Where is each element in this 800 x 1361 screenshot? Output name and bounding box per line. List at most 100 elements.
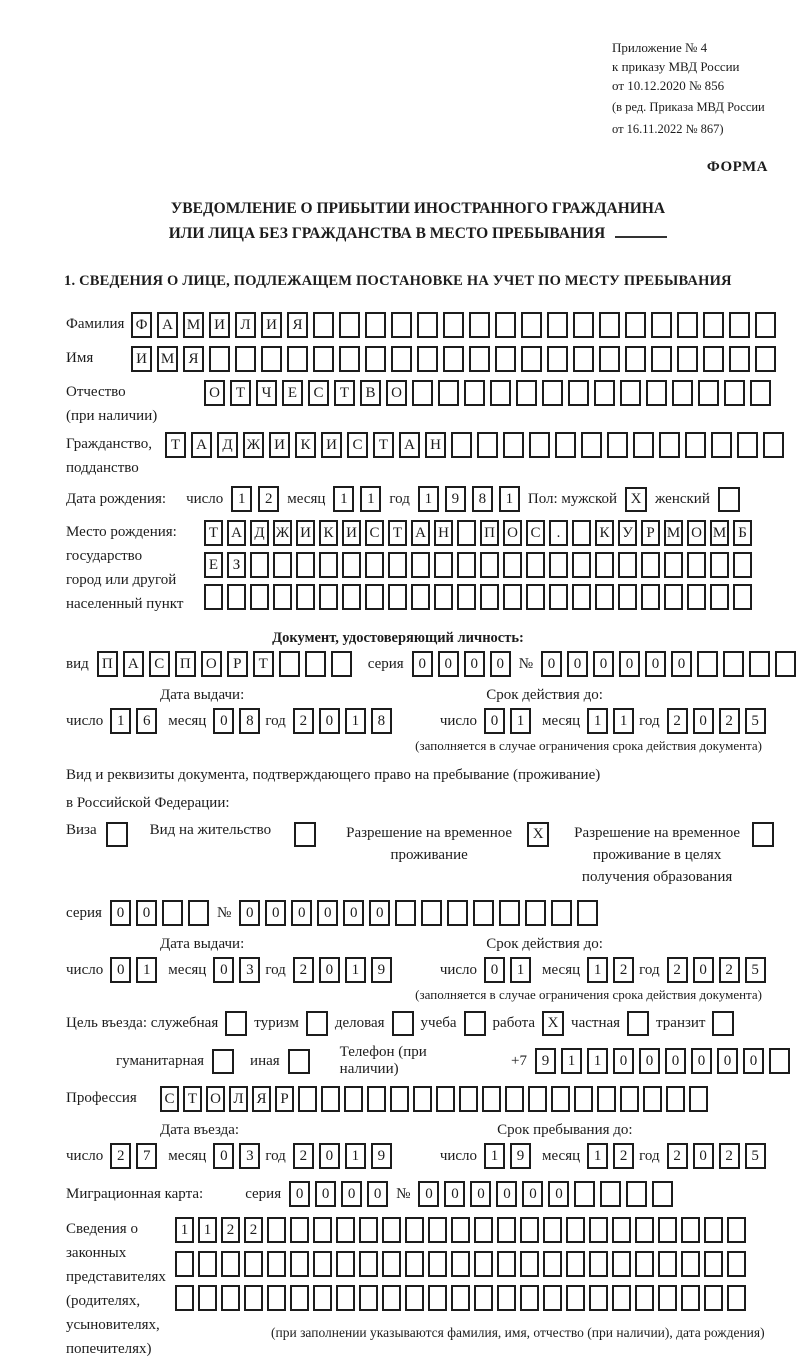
char-cell[interactable] <box>704 1217 723 1243</box>
char-cell[interactable]: 0 <box>418 1181 440 1207</box>
char-cell[interactable]: 1 <box>175 1217 194 1243</box>
char-cell[interactable]: 2 <box>110 1143 132 1169</box>
char-cell[interactable]: Р <box>226 651 248 677</box>
char-cell[interactable] <box>367 1086 386 1112</box>
char-cell[interactable] <box>434 552 453 578</box>
char-cell[interactable] <box>267 1251 286 1277</box>
char-cell[interactable] <box>612 1251 631 1277</box>
char-cell[interactable]: 1 <box>587 1048 608 1074</box>
char-cell[interactable]: 0 <box>135 900 157 926</box>
char-cell[interactable] <box>497 1251 516 1277</box>
char-cell[interactable] <box>698 380 719 406</box>
char-cell[interactable] <box>727 1285 746 1311</box>
char-cell[interactable] <box>438 380 459 406</box>
char-cell[interactable] <box>451 1217 470 1243</box>
char-cell[interactable]: 2 <box>292 1143 314 1169</box>
char-cell[interactable] <box>704 1285 723 1311</box>
char-cell[interactable] <box>250 584 269 610</box>
char-cell[interactable] <box>729 346 750 372</box>
char-cell[interactable]: 2 <box>718 708 740 734</box>
char-cell[interactable]: Т <box>230 380 251 406</box>
char-cell[interactable] <box>287 346 308 372</box>
char-cell[interactable] <box>589 1285 608 1311</box>
char-cell[interactable]: 0 <box>213 957 235 983</box>
char-cell[interactable]: 9 <box>535 1048 556 1074</box>
char-cell[interactable]: 0 <box>489 651 511 677</box>
char-cell[interactable]: 0 <box>484 708 506 734</box>
char-cell[interactable]: П <box>96 651 118 677</box>
char-cell[interactable] <box>187 900 209 926</box>
char-cell[interactable]: 0 <box>496 1181 518 1207</box>
char-cell[interactable] <box>763 432 784 458</box>
char-cell[interactable] <box>457 552 476 578</box>
char-cell[interactable]: Т <box>388 520 407 546</box>
char-cell[interactable] <box>499 900 521 926</box>
char-cell[interactable] <box>572 520 591 546</box>
char-cell[interactable]: О <box>206 1086 225 1112</box>
char-cell[interactable] <box>304 651 326 677</box>
char-cell[interactable]: И <box>261 312 282 338</box>
char-cell[interactable]: Л <box>235 312 256 338</box>
char-cell[interactable] <box>543 1285 562 1311</box>
char-cell[interactable]: З <box>227 552 246 578</box>
char-cell[interactable] <box>503 584 522 610</box>
char-cell[interactable]: 0 <box>341 1181 363 1207</box>
char-cell[interactable] <box>391 346 412 372</box>
char-cell[interactable] <box>336 1285 355 1311</box>
char-cell[interactable] <box>221 1251 240 1277</box>
char-cell[interactable]: А <box>157 312 178 338</box>
char-cell[interactable] <box>482 1086 501 1112</box>
char-cell[interactable]: 1 <box>231 486 253 512</box>
char-cell[interactable] <box>411 584 430 610</box>
char-cell[interactable] <box>405 1285 424 1311</box>
char-cell[interactable]: 0 <box>318 957 340 983</box>
char-cell[interactable]: 1 <box>344 708 366 734</box>
char-cell[interactable] <box>342 552 361 578</box>
char-cell[interactable]: 0 <box>692 708 714 734</box>
char-cell[interactable] <box>388 552 407 578</box>
char-cell[interactable] <box>687 552 706 578</box>
char-cell[interactable]: 0 <box>619 651 640 677</box>
char-cell[interactable] <box>658 1217 677 1243</box>
char-cell[interactable]: И <box>342 520 361 546</box>
char-cell[interactable] <box>658 1251 677 1277</box>
char-cell[interactable] <box>221 1285 240 1311</box>
char-cell[interactable] <box>443 346 464 372</box>
char-cell[interactable] <box>321 1086 340 1112</box>
char-cell[interactable]: 9 <box>370 1143 392 1169</box>
char-cell[interactable] <box>474 1285 493 1311</box>
char-cell[interactable] <box>428 1285 447 1311</box>
char-cell[interactable]: Я <box>252 1086 271 1112</box>
char-cell[interactable] <box>313 1285 332 1311</box>
char-cell[interactable]: 7 <box>136 1143 158 1169</box>
char-cell[interactable] <box>464 380 485 406</box>
char-cell[interactable] <box>549 584 568 610</box>
char-cell[interactable] <box>704 1251 723 1277</box>
char-cell[interactable] <box>473 900 495 926</box>
char-cell[interactable] <box>652 1181 674 1207</box>
char-cell[interactable]: 5 <box>744 708 766 734</box>
char-cell[interactable] <box>244 1251 263 1277</box>
char-cell[interactable]: 0 <box>470 1181 492 1207</box>
char-cell[interactable]: 0 <box>548 1181 570 1207</box>
char-cell[interactable] <box>382 1217 401 1243</box>
char-cell[interactable] <box>566 1285 585 1311</box>
char-cell[interactable]: 0 <box>110 957 132 983</box>
char-cell[interactable] <box>547 346 568 372</box>
char-cell[interactable]: Т <box>252 651 274 677</box>
char-cell[interactable] <box>198 1251 217 1277</box>
char-cell[interactable] <box>313 312 334 338</box>
char-cell[interactable] <box>469 346 490 372</box>
char-cell[interactable] <box>651 312 672 338</box>
char-cell[interactable] <box>434 584 453 610</box>
char-cell[interactable] <box>633 432 654 458</box>
purpose-official-checkbox[interactable] <box>225 1011 248 1036</box>
char-cell[interactable] <box>641 552 660 578</box>
tourism-checkbox[interactable] <box>305 1011 328 1036</box>
char-cell[interactable]: 0 <box>343 900 365 926</box>
